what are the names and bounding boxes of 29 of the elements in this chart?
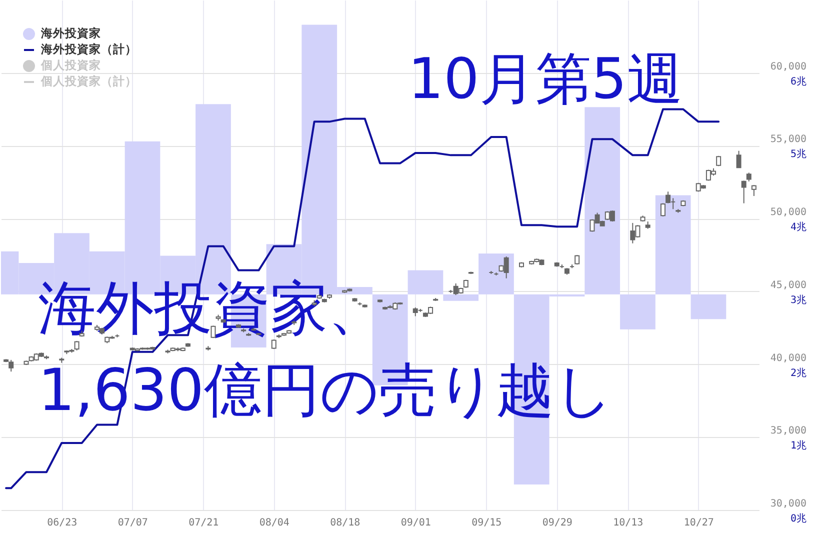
y2-tick-label: 2兆 [790, 366, 806, 379]
y2-tick-label: 4兆 [790, 221, 806, 234]
y-tick-label: 35,000 [770, 426, 806, 437]
legend-label: 個人投資家（計） [40, 74, 137, 88]
y2-tick-label: 5兆 [790, 148, 806, 160]
y-tick-label: 55,000 [770, 134, 806, 146]
x-tick-label: 10/13 [613, 518, 644, 528]
y2-tick-label: 6兆 [790, 75, 806, 88]
x-tick-label: 09/29 [542, 518, 572, 528]
y-tick-label: 40,000 [770, 352, 806, 364]
y-tick-label: 50,000 [770, 207, 806, 218]
legend-label: 海外投資家（計） [40, 42, 137, 56]
y-tick-label: 45,000 [770, 280, 806, 291]
x-tick-label: 07/21 [188, 518, 219, 528]
y-tick-label: 30,000 [770, 498, 806, 510]
y2-tick-label: 3兆 [790, 294, 806, 306]
x-tick-label: 07/07 [118, 518, 148, 528]
x-tick-label: 10/27 [684, 518, 714, 528]
legend-label: 海外投資家 [40, 26, 101, 40]
y2-tick-label: 1兆 [790, 440, 806, 452]
x-tick-label: 09/01 [400, 518, 431, 528]
text: 10月第5週 [408, 47, 683, 112]
y-tick-label: 60,000 [770, 61, 806, 72]
x-tick-label: 08/18 [330, 518, 360, 528]
legend-label: 個人投資家 [40, 58, 101, 72]
x-tick-label: 09/15 [472, 518, 502, 528]
x-tick-label: 08/04 [259, 518, 290, 528]
x-tick-label: 06/23 [47, 518, 78, 528]
y2-tick-label: 0兆 [790, 512, 806, 524]
